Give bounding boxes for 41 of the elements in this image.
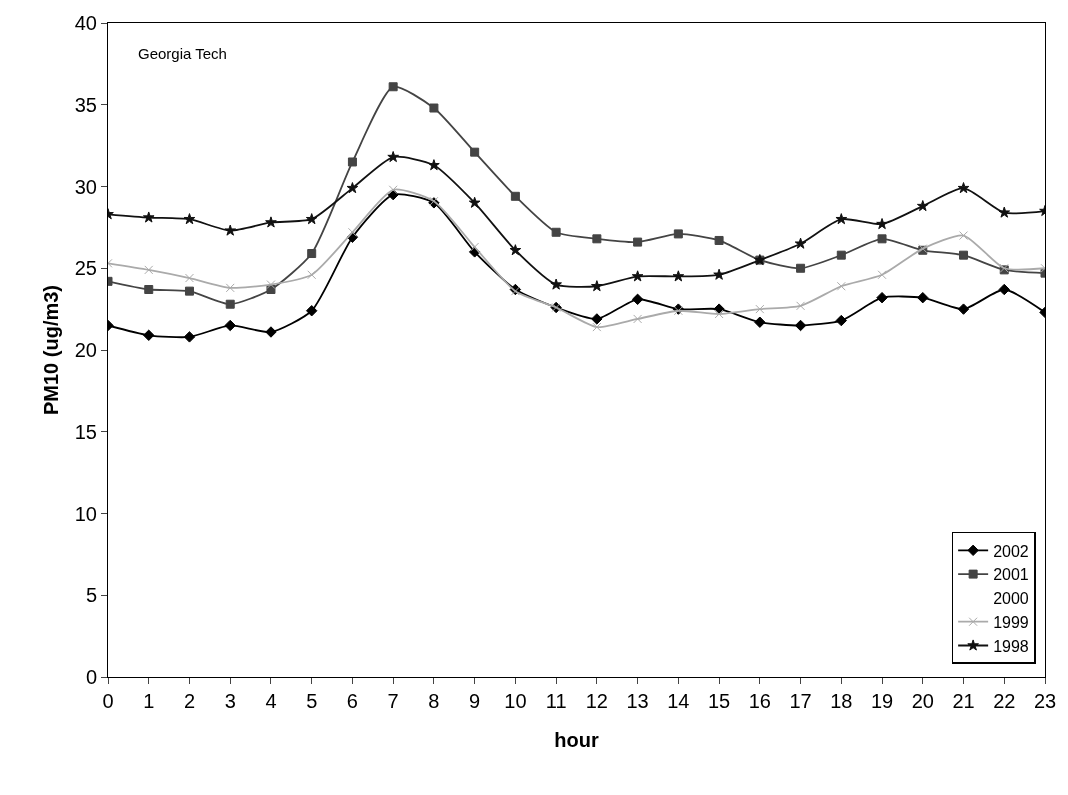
- x-tick-label: 15: [707, 690, 731, 712]
- y-tick-label: 20: [74, 339, 97, 361]
- y-tick-label: 15: [74, 420, 97, 443]
- y-tick-label: 5: [85, 584, 97, 607]
- x-axis-title: hour: [554, 729, 599, 751]
- x-tick-label: 0: [102, 690, 114, 712]
- y-tick-label: 25: [74, 257, 97, 280]
- x-tick-label: 16: [748, 690, 771, 712]
- x-tick-label: 20: [911, 690, 934, 712]
- x-tick-label: 6: [346, 690, 358, 712]
- legend-label: 1998: [993, 637, 1029, 655]
- x-tick-label: 21: [952, 690, 975, 712]
- x-tick-label: 1: [143, 690, 155, 712]
- text: 2000: [993, 590, 1029, 608]
- y-tick-label: 30: [74, 175, 97, 198]
- x-tick-label: 14: [667, 690, 690, 712]
- x-tick-label: 19: [870, 690, 894, 712]
- y-tick-label: 40: [74, 12, 97, 34]
- x-tick-label: 22: [993, 690, 1016, 712]
- annotation: Georgia Tech: [138, 45, 227, 62]
- y-tick-label: 0: [85, 666, 97, 688]
- x-tick-label: 7: [387, 690, 399, 712]
- x-tick-label: 5: [306, 690, 318, 712]
- x-tick-label: 18: [830, 690, 853, 712]
- legend-label: 2002: [993, 542, 1029, 560]
- y-tick-label: 10: [74, 502, 97, 525]
- legend-label: 1999: [993, 613, 1029, 631]
- legend-label: 2001: [993, 566, 1029, 584]
- x-tick-label: 9: [469, 690, 481, 712]
- x-tick-label: 3: [224, 690, 236, 712]
- x-tick-label: 11: [545, 690, 567, 712]
- x-tick-label: 2: [183, 690, 196, 712]
- x-tick-label: 10: [504, 690, 527, 712]
- y-axis-title: PM10 (ug/m3): [40, 284, 62, 416]
- x-tick-label: 23: [1033, 690, 1057, 712]
- y-tick-label: 35: [74, 93, 97, 116]
- x-tick-label: 8: [428, 690, 440, 712]
- x-tick-label: 17: [789, 690, 812, 712]
- x-tick-label: 13: [626, 690, 649, 712]
- x-tick-label: 12: [585, 690, 608, 712]
- x-tick-label: 4: [265, 690, 277, 712]
